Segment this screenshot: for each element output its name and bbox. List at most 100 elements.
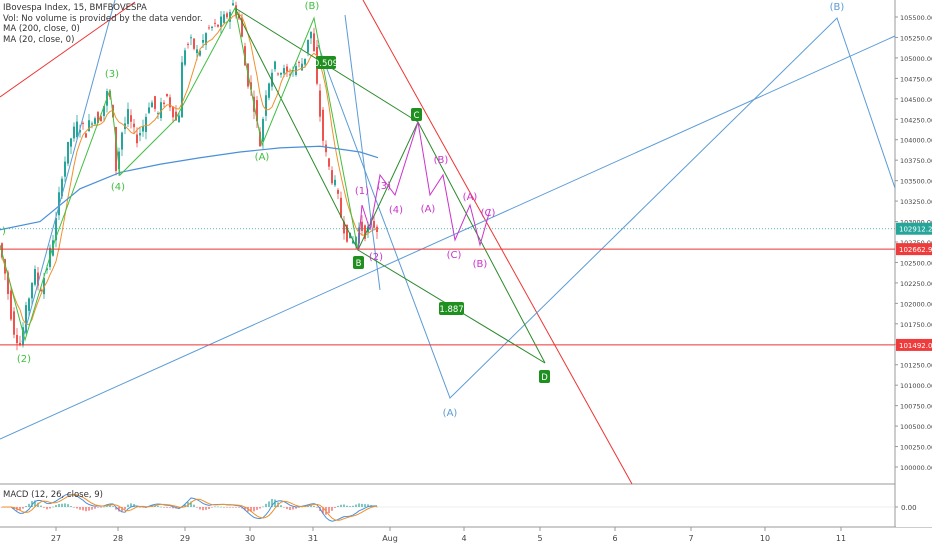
macd-histogram-bar <box>328 507 330 514</box>
magenta-wave-label: (4) <box>389 205 403 216</box>
macd-histogram-bar <box>121 507 123 512</box>
candle-body <box>376 226 378 233</box>
macd-histogram-bar <box>349 506 351 507</box>
candle-body <box>175 111 177 121</box>
price-tag[interactable] <box>896 243 932 256</box>
macd-histogram-bar <box>106 505 108 507</box>
macd-histogram-bar <box>358 503 360 507</box>
candle-body <box>331 170 333 184</box>
candle-body <box>151 102 153 108</box>
macd-tick-label: 0.00 <box>901 504 917 512</box>
candle-body <box>130 115 132 122</box>
point-box-c-text: C <box>414 111 420 121</box>
candle-body <box>184 50 186 65</box>
candle-body <box>199 50 201 56</box>
macd-histogram-bar <box>313 505 315 507</box>
price-tick-label: 100250.00 <box>900 444 932 452</box>
ratio-box[interactable] <box>439 302 464 315</box>
macd-histogram-bar <box>142 507 144 508</box>
macd-histogram-bar <box>271 498 273 507</box>
point-box-b[interactable] <box>353 256 364 269</box>
time-tick-label: 29 <box>180 534 190 543</box>
macd-histogram-bar <box>91 507 93 510</box>
point-box-d[interactable] <box>539 370 550 383</box>
price-axis[interactable]: 105500.00 105250.00 105000.00 104750.00 1045… <box>895 0 932 527</box>
drawing-tools[interactable]: (2)(3)(4)(A)(B))(1)(2)(3)(4) (A)(B)(C)(A)… <box>0 0 896 485</box>
macd-histogram-bar <box>253 507 255 512</box>
macd-histogram-bar <box>355 504 357 507</box>
red-trend-line[interactable] <box>0 1 136 98</box>
macd-histogram-bar <box>67 504 69 507</box>
candle-body <box>1 243 3 258</box>
candle-body <box>244 46 246 66</box>
blue-wave-path[interactable] <box>317 17 896 399</box>
candle-body <box>334 179 336 186</box>
macd-histogram-bar <box>169 507 171 508</box>
candle-body <box>277 73 279 75</box>
candle-body <box>205 33 207 45</box>
macd-histogram-bar <box>184 503 186 507</box>
green-wave-path[interactable] <box>0 6 359 342</box>
point-box-c[interactable] <box>411 108 422 121</box>
macd-histogram-bar <box>43 507 45 508</box>
blue-trend-line[interactable] <box>0 35 896 440</box>
time-axis[interactable]: 27 28 29 30 31 Aug 4 5 6 7 10 11 <box>51 527 846 543</box>
macd-histogram-bar <box>124 507 126 510</box>
candle-body <box>259 131 261 147</box>
macd-histogram-bar <box>34 500 36 507</box>
green-wave-label: (2) <box>17 354 31 365</box>
price-tag-label: 101492.05 <box>899 342 932 350</box>
candle-body <box>280 72 282 75</box>
macd-histogram-bar <box>55 505 57 507</box>
macd-histogram-bar <box>331 507 333 511</box>
time-tick-label: 11 <box>836 534 846 543</box>
macd-histogram-bar <box>265 503 267 507</box>
candle-body <box>88 120 90 131</box>
macd-histogram-bar <box>58 503 60 507</box>
candle-body <box>346 224 348 242</box>
magenta-wave-label: (3) <box>377 181 391 192</box>
candle-body <box>163 102 165 105</box>
ma200-line <box>0 145 379 231</box>
legend-ma200: MA (200, close, 0) <box>3 24 80 34</box>
candle-body <box>337 189 339 194</box>
candle-body <box>289 74 291 76</box>
price-tick-label: 104000.00 <box>900 137 932 145</box>
candle-body <box>154 96 156 109</box>
macd-histogram-bar <box>238 507 240 508</box>
candle-body <box>67 141 69 164</box>
candle-body <box>127 109 129 124</box>
red-trend-line[interactable] <box>362 0 633 485</box>
macd-histogram-bar <box>376 506 378 508</box>
price-tag[interactable] <box>896 222 932 235</box>
blue-trend-line[interactable] <box>21 0 116 343</box>
macd-histogram-bar <box>259 507 261 509</box>
candle-body <box>328 158 330 167</box>
candle-body <box>19 342 21 346</box>
macd-histogram-bar <box>262 506 264 508</box>
macd-histogram-bar <box>118 507 120 512</box>
horizontal-levels[interactable] <box>0 228 895 346</box>
candle-body <box>133 123 135 128</box>
macd-histogram-bar <box>79 507 81 510</box>
macd-histogram-bar <box>61 503 63 507</box>
candle-body <box>298 61 300 63</box>
candle-body <box>262 118 264 142</box>
blue-trend-line[interactable] <box>344 14 381 291</box>
magenta-wave-path[interactable] <box>357 121 491 251</box>
ratio-box[interactable] <box>316 56 336 69</box>
candle-body <box>22 327 24 346</box>
ratio-box-text: 1.887 <box>439 305 463 315</box>
macd-histogram-bar <box>37 502 39 507</box>
macd-histogram-bar <box>49 507 51 509</box>
candle-body <box>217 24 219 27</box>
candle-body <box>79 129 81 133</box>
price-tag[interactable] <box>896 338 932 351</box>
candle-body <box>220 16 222 27</box>
macd-histogram-bar <box>208 507 210 510</box>
macd-histogram-bar <box>340 504 342 507</box>
time-tick-label: 27 <box>51 534 61 543</box>
macd-histogram-bar <box>229 507 231 508</box>
macd-histogram-bar <box>163 507 165 508</box>
